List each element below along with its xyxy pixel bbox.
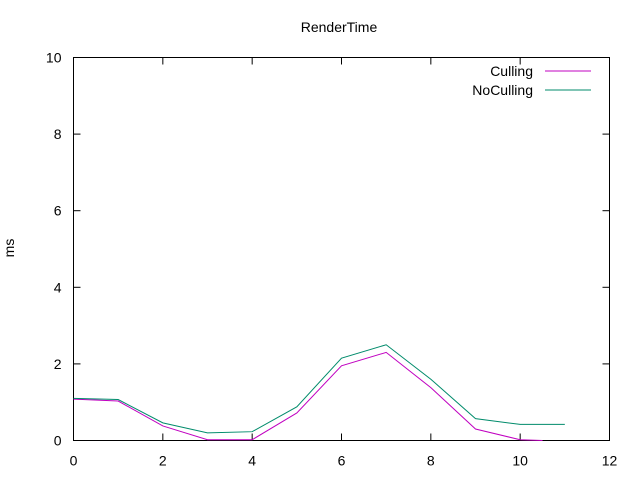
series-lines	[73, 344, 565, 441]
chart-title: RenderTime	[301, 19, 378, 35]
y-tick-label: 6	[54, 203, 62, 219]
x-tick-label: 4	[248, 453, 256, 469]
y-axis-label: ms	[1, 239, 17, 258]
x-tick-label: 0	[70, 453, 78, 469]
y-tick-label: 8	[54, 126, 62, 142]
legend-label: NoCulling	[472, 82, 533, 98]
legend-label: Culling	[490, 63, 533, 79]
series-line-culling	[73, 351, 543, 441]
tick-marks	[73, 57, 610, 441]
y-tick-label: 2	[54, 356, 62, 372]
x-tick-label: 2	[159, 453, 167, 469]
series-line-noculling	[73, 344, 565, 434]
plot-frame	[73, 57, 610, 441]
y-tick-label: 4	[54, 279, 62, 295]
y-tick-label: 10	[46, 50, 62, 66]
x-tick-label: 10	[512, 453, 528, 469]
x-tick-label: 8	[427, 453, 435, 469]
y-tick-label: 0	[54, 433, 62, 449]
legend: Culling NoCulling	[472, 63, 591, 98]
tick-labels: 0 2 4 6 8 10 12 0 2 4 6 8 10	[46, 50, 618, 469]
x-tick-label: 6	[338, 453, 346, 469]
x-tick-label: 12	[602, 453, 618, 469]
